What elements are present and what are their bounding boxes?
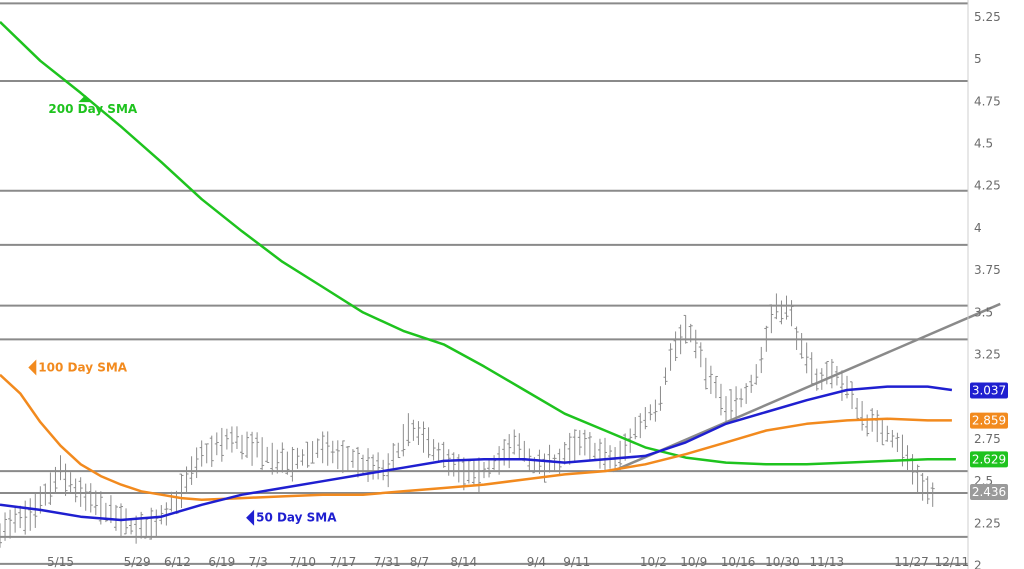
price-tag-box — [970, 412, 1008, 429]
price-tags: 3.037 2.859 2.629 2.436 — [970, 382, 1008, 501]
price-tag: 3.037 — [970, 382, 1008, 399]
price-tag-label: 2.859 — [972, 414, 1006, 428]
series-annotation-label: 200 Day SMA — [48, 102, 137, 116]
x-tick-label: 10/16 — [721, 555, 756, 569]
x-tick-label: 5/29 — [124, 555, 151, 569]
x-tick-label: 5/15 — [47, 555, 74, 569]
y-tick-label: 5.25 — [974, 10, 1001, 24]
y-tick-label: 3.25 — [974, 348, 1001, 362]
y-tick-label: 3.75 — [974, 263, 1001, 277]
price-tag-box — [970, 484, 1008, 501]
price-tag: 2.629 — [970, 451, 1008, 468]
x-tick-label: 10/9 — [680, 555, 707, 569]
horizontal-levels — [0, 2, 968, 565]
price-tag-label: 2.629 — [972, 452, 1006, 466]
x-tick-label: 7/31 — [374, 555, 401, 569]
left-triangle-icon — [28, 359, 37, 376]
price-tag-box — [970, 451, 1008, 468]
y-tick-label: 2 — [974, 559, 982, 569]
series-annotation-label: 100 Day SMA — [38, 360, 128, 374]
x-tick-label: 9/11 — [563, 555, 590, 569]
moving-averages — [0, 21, 956, 522]
y-tick-label: 5 — [974, 52, 982, 66]
series-line-100-day-sma — [0, 373, 952, 502]
price-tag: 2.859 — [970, 412, 1008, 429]
x-tick-label: 7/17 — [329, 555, 356, 569]
x-tick-label: 8/7 — [410, 555, 429, 569]
series-line-50-day-sma — [0, 385, 953, 522]
price-tag-label: 3.037 — [972, 384, 1006, 398]
series-line-200-day-sma — [0, 21, 956, 466]
price-tag-box — [970, 382, 1008, 399]
y-tick-label: 3.5 — [974, 305, 993, 319]
trendline — [612, 302, 1001, 473]
y-tick-label: 2.25 — [974, 516, 1001, 530]
x-tick-label: 8/14 — [450, 555, 477, 569]
x-tick-label: 6/12 — [164, 555, 191, 569]
price-tag-label: 2.436 — [972, 485, 1006, 499]
x-tick-label: 10/2 — [640, 555, 667, 569]
x-tick-label: 9/4 — [527, 555, 546, 569]
y-tick-label: 4.5 — [974, 137, 993, 151]
y-tick-label: 4.75 — [974, 94, 1001, 108]
series-annotation-label: 50 Day SMA — [256, 511, 337, 525]
trendline-segment — [612, 302, 1001, 473]
series-annotations: 200 Day SMA 100 Day SMA 50 Day SMA — [28, 95, 337, 526]
x-tick-label: 6/19 — [208, 555, 235, 569]
x-tick-label: 11/13 — [810, 555, 845, 569]
y-tick-label: 2.75 — [974, 432, 1001, 446]
x-tick-label: 11/27 — [894, 555, 929, 569]
x-tick-label: 7/3 — [248, 555, 267, 569]
up-triangle-icon — [78, 95, 93, 103]
price-tag: 2.436 — [970, 484, 1008, 501]
y-tick-label: 4 — [974, 221, 982, 235]
left-triangle-icon — [246, 509, 255, 526]
x-tick-label: 10/30 — [765, 555, 800, 569]
price-bars — [0, 293, 935, 548]
x-axis-ticks: 5/15 5/29 6/12 6/19 7/3 7/10 7/17 7/31 8/7 8/14 9/… — [47, 555, 969, 569]
x-tick-label: 7/10 — [289, 555, 316, 569]
x-tick-label: 12/11 — [935, 555, 970, 569]
y-tick-label: 4.25 — [974, 179, 1001, 193]
